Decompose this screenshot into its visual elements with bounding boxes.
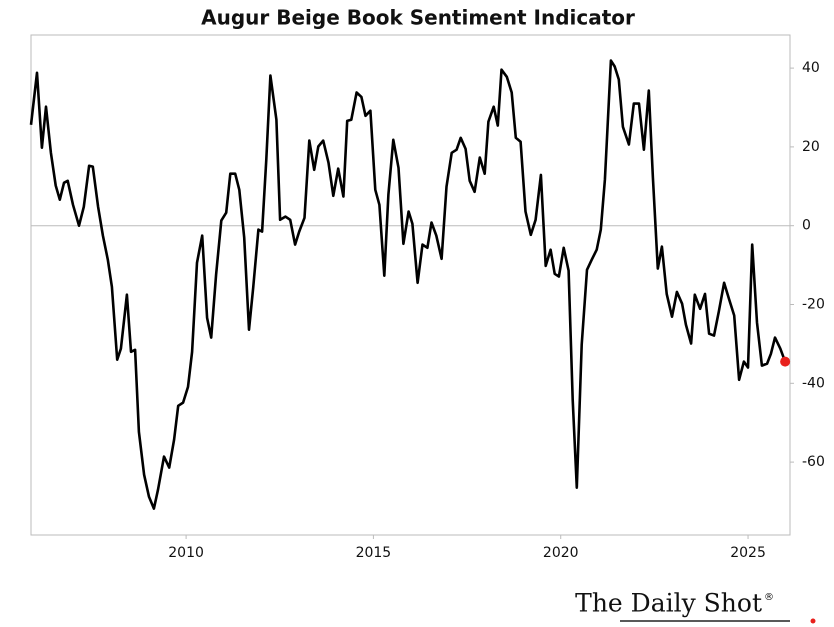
x-tick-label: 2015 xyxy=(356,545,392,561)
plot-frame xyxy=(30,34,791,536)
y-tick-label: 20 xyxy=(802,139,820,155)
y-tick-label: 40 xyxy=(802,60,820,76)
logo-dot xyxy=(810,618,816,624)
latest-point xyxy=(780,356,791,367)
x-tick-label: 2020 xyxy=(543,545,579,561)
x-tick-label: 2010 xyxy=(168,545,204,561)
y-tick-label: 0 xyxy=(802,218,811,234)
chart-title: Augur Beige Book Sentiment Indicator xyxy=(201,6,635,30)
y-tick-label: -20 xyxy=(802,297,825,313)
source-mark: ® xyxy=(764,592,774,603)
x-tick-label: 2025 xyxy=(730,545,766,561)
source-logo: The Daily Shot xyxy=(575,589,762,618)
y-tick-label: -40 xyxy=(802,375,825,391)
y-tick-label: -60 xyxy=(802,454,825,470)
data-line xyxy=(29,59,787,510)
